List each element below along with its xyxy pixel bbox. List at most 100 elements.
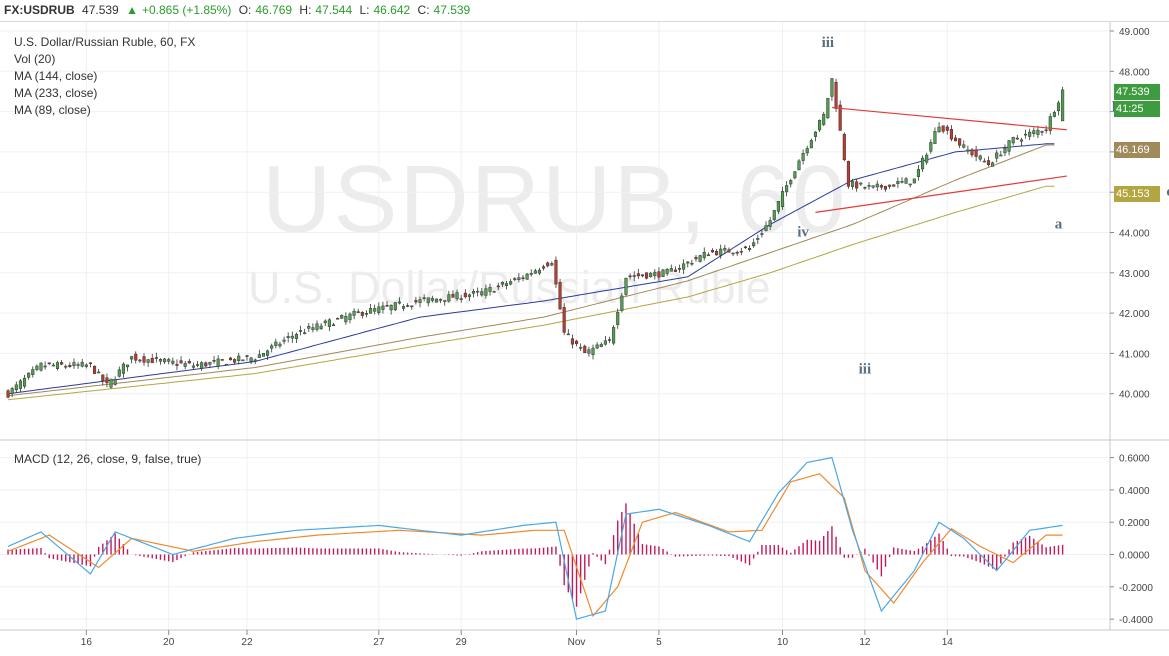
candle-body	[1036, 129, 1040, 135]
candle-body	[768, 220, 772, 227]
candle-body	[224, 363, 228, 366]
candle-body	[344, 315, 348, 323]
candle-body	[237, 355, 241, 361]
candle-body	[620, 295, 624, 311]
candle-body	[1011, 137, 1015, 144]
candle-body	[245, 355, 249, 357]
candle-body	[158, 359, 163, 362]
candle-body	[500, 281, 504, 285]
candle-body	[233, 359, 237, 363]
price-tick-label: 49.000	[1119, 27, 1150, 38]
candle-body	[743, 246, 747, 249]
wave-label: iv	[797, 225, 809, 241]
candle-body	[6, 390, 10, 398]
candle-body	[850, 181, 855, 187]
candle-body	[447, 294, 451, 302]
candle-body	[373, 308, 377, 312]
candle-body	[422, 297, 426, 299]
symbol-header: FX:USDRUB 47.539 ▲ +0.865 (+1.85%) O: 46.7…	[0, 0, 1169, 22]
candle-body	[624, 277, 628, 295]
candle-body	[88, 362, 92, 365]
candle-body	[739, 251, 743, 253]
candle-body	[150, 357, 154, 364]
macd-legend[interactable]: MACD (12, 26, close, 9, false, true)	[14, 452, 202, 466]
candle-body	[958, 138, 962, 146]
price-tick-label: 44.000	[1119, 229, 1150, 240]
candle-body	[212, 360, 216, 362]
ma144-study[interactable]: MA (144, close)	[14, 69, 98, 83]
candle-body	[818, 119, 822, 131]
macd-signal-line	[7, 473, 1063, 618]
candle-body	[1007, 140, 1011, 152]
candle-body	[669, 268, 673, 272]
ma233-study[interactable]: MA (233, close)	[14, 86, 98, 100]
candle-body	[191, 365, 195, 368]
moving-averages	[8, 143, 1055, 401]
candle-body	[80, 362, 84, 367]
candle-body	[574, 340, 579, 344]
time-tick-label: 12	[859, 637, 871, 648]
price-chart[interactable]: iiiiviiiabcdeiv 49.00048.00047.00046.000…	[0, 22, 1169, 656]
candle-body	[319, 325, 323, 330]
candle-body	[529, 273, 533, 275]
time-tick-label: 14	[942, 637, 954, 648]
candle-body	[455, 292, 459, 300]
time-tick-label: 16	[81, 637, 93, 648]
candle-body	[463, 292, 467, 298]
candle-body	[731, 252, 735, 255]
candle-body	[142, 356, 146, 363]
candle-body	[356, 311, 360, 313]
high-label: H:	[299, 3, 312, 17]
candle-body	[962, 144, 966, 148]
candle-body	[822, 113, 826, 125]
candle-body	[591, 347, 595, 355]
price-tick-label: 42.000	[1119, 309, 1150, 320]
candle-body	[472, 291, 476, 294]
last-price-tag: 47.539	[1114, 84, 1160, 100]
ma-line	[8, 143, 1055, 395]
macd-tick-label: 0.6000	[1119, 454, 1150, 465]
candle-body	[340, 314, 344, 319]
candle-body	[109, 378, 113, 388]
candle-body	[146, 359, 150, 363]
close-label: C:	[417, 3, 430, 17]
candle-body	[200, 362, 204, 369]
candle-body	[1028, 131, 1032, 137]
vol-study[interactable]: Vol (20)	[14, 52, 56, 66]
ma89-study[interactable]: MA (89, close)	[14, 103, 91, 117]
candle-body	[566, 333, 570, 336]
candle-body	[1044, 129, 1048, 132]
candle-body	[986, 160, 991, 166]
open-label: O:	[238, 3, 252, 17]
symbol-name[interactable]: FX:USDRUB	[4, 3, 75, 17]
candle-body	[661, 269, 665, 277]
candle-body	[1052, 112, 1056, 117]
candle-body	[900, 181, 904, 183]
candle-body	[599, 344, 603, 348]
candle-body	[138, 359, 142, 362]
candle-body	[286, 336, 290, 338]
candle-body	[595, 344, 599, 349]
candle-body	[579, 347, 583, 349]
low-value: 46.642	[373, 3, 411, 17]
macd-line	[7, 456, 1063, 620]
candle-body	[542, 266, 546, 269]
candle-body	[430, 298, 434, 301]
low-label: L:	[359, 3, 370, 17]
candle-body	[393, 302, 397, 311]
candle-body	[677, 268, 682, 270]
candle-body	[826, 98, 830, 119]
candle-body	[1024, 133, 1028, 136]
candle-body	[846, 161, 850, 187]
candle-body	[735, 252, 739, 254]
candle-body	[805, 148, 809, 154]
candle-body	[492, 291, 496, 293]
time-tick-label: 10	[777, 637, 789, 648]
chart-title[interactable]: U.S. Dollar/Russian Ruble, 60, FX	[14, 35, 196, 49]
candle-body	[558, 281, 562, 310]
ma-line	[8, 144, 1055, 397]
countdown-tag: 41:25	[1114, 101, 1160, 117]
candle-body	[953, 137, 958, 142]
candle-body	[752, 242, 756, 247]
candle-body	[18, 380, 22, 389]
